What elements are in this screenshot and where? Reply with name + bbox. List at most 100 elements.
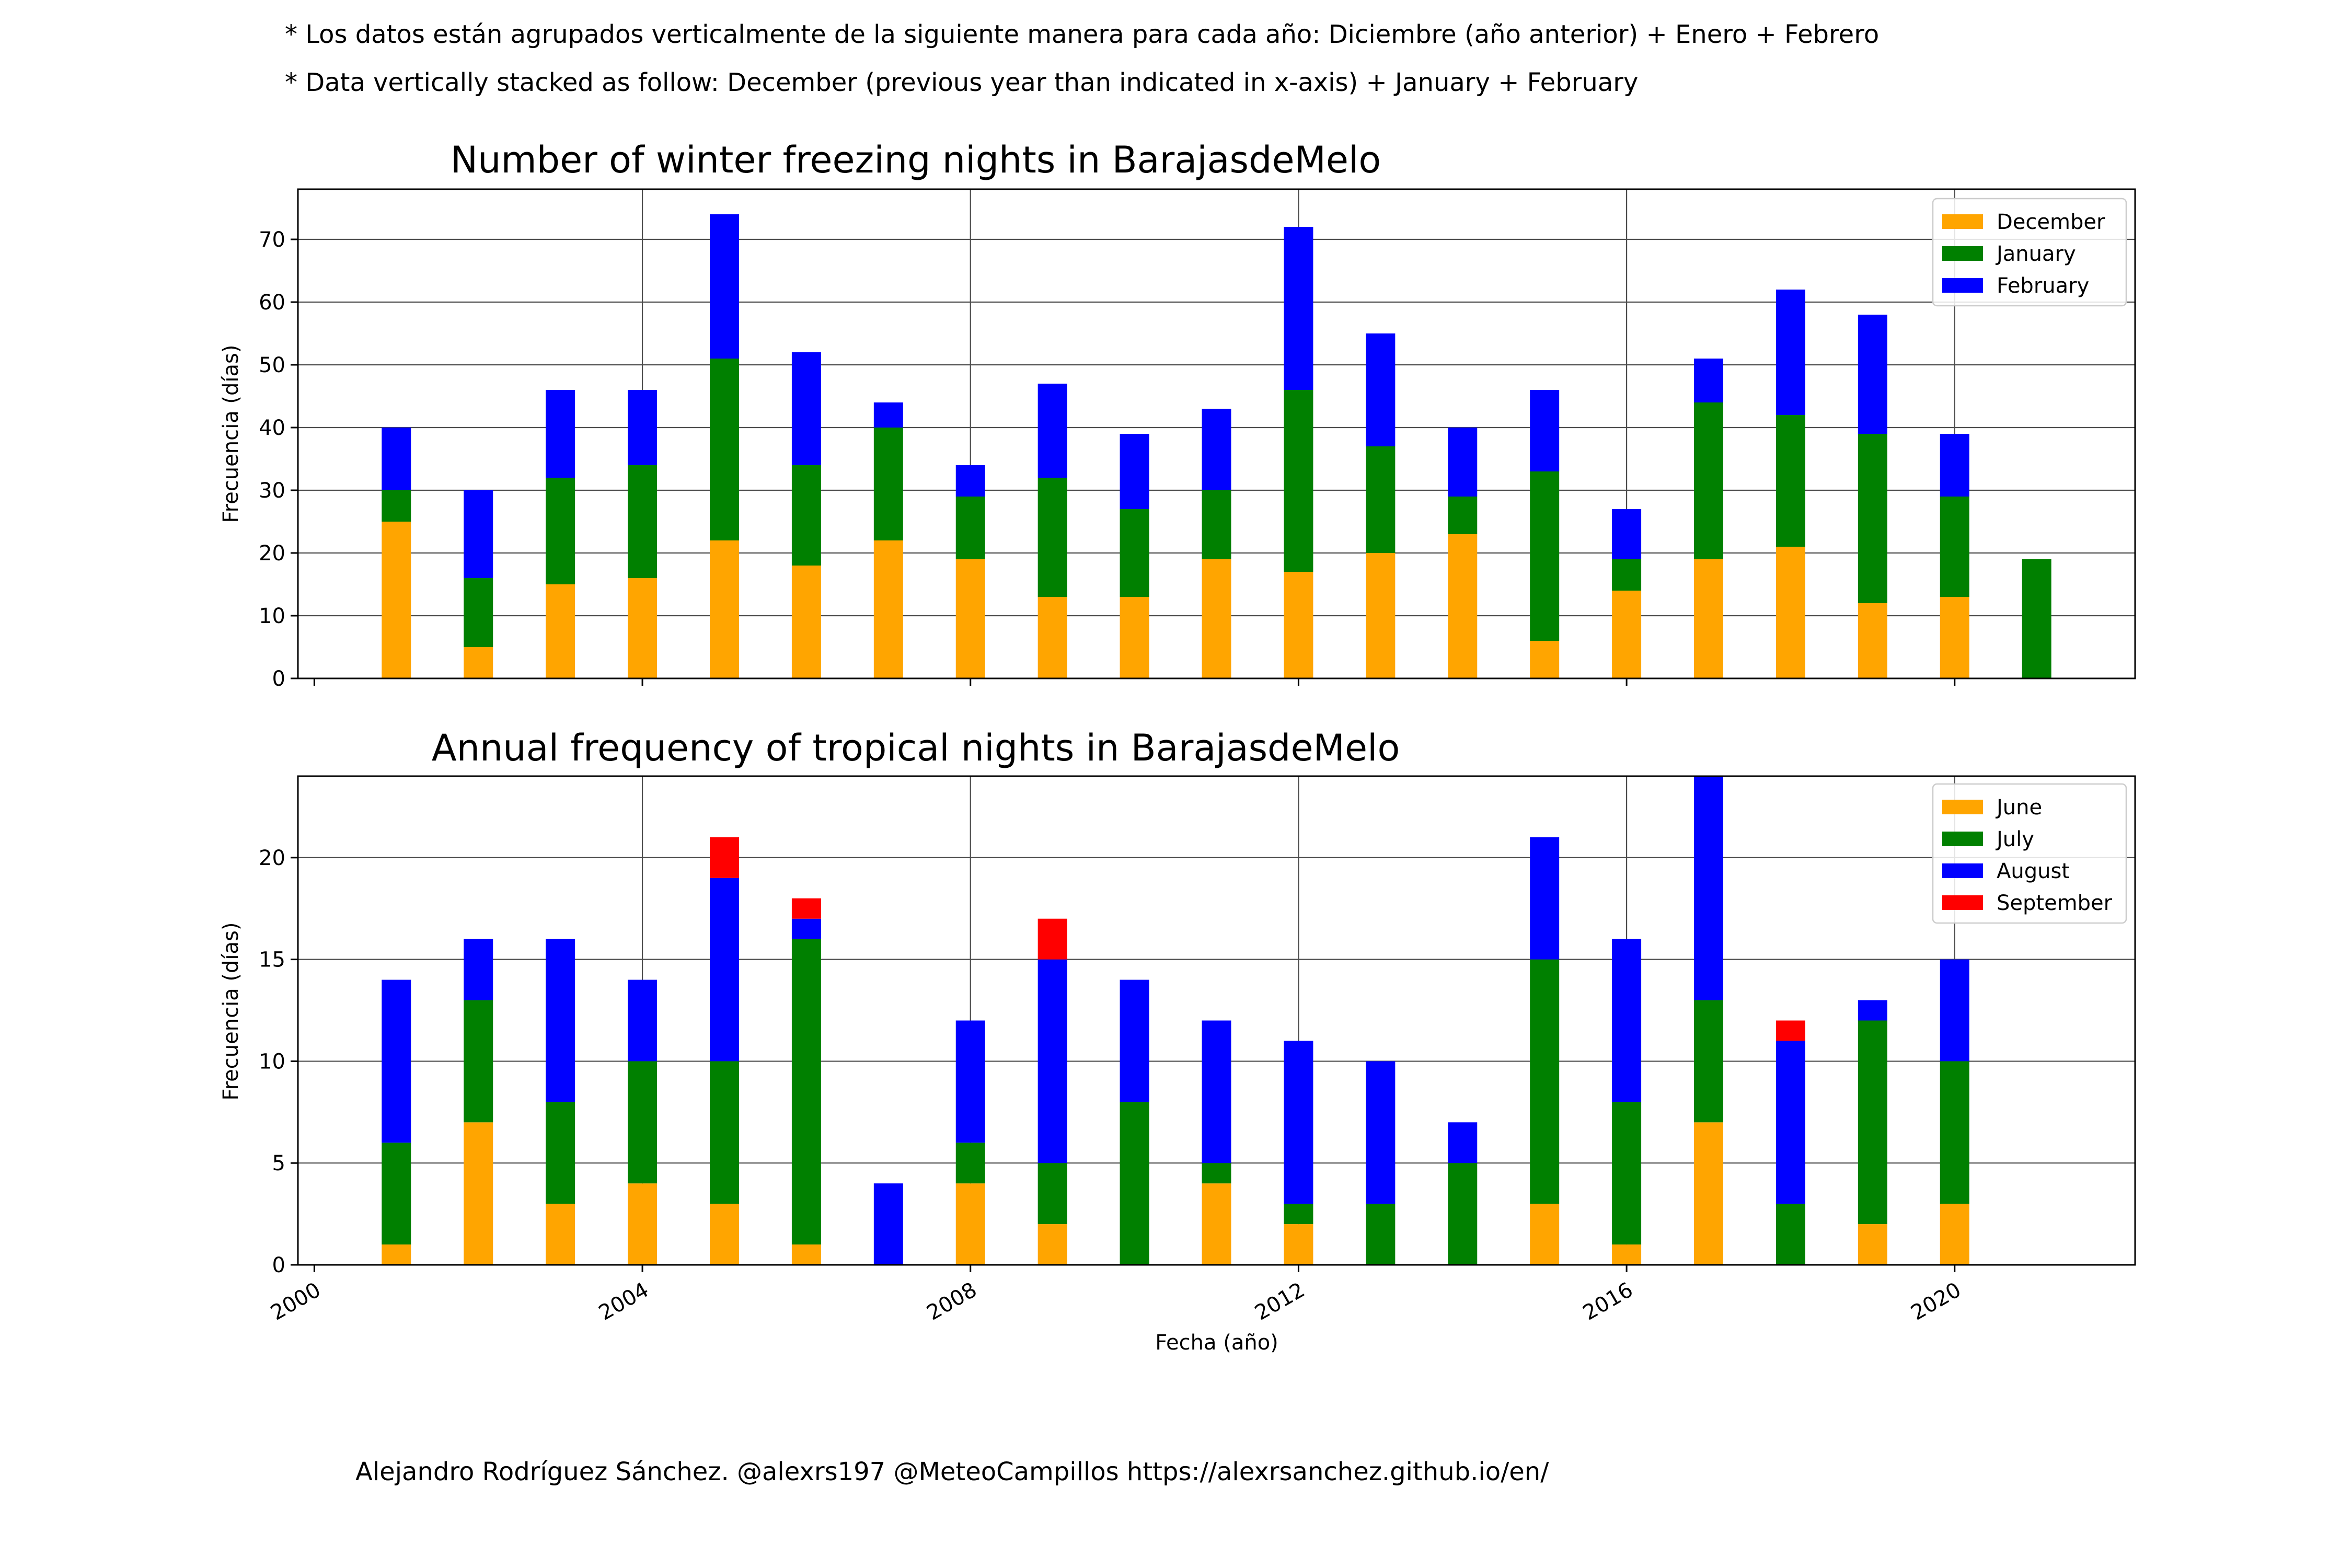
freezing-bar-december-2013 — [1366, 553, 1396, 678]
freezing-bar-december-2014 — [1448, 534, 1478, 678]
tropical-bar-august-2018 — [1775, 1041, 1805, 1204]
freezing-bar-january-2015 — [1530, 471, 1560, 641]
freezing-bar-february-2017 — [1694, 359, 1724, 402]
freezing-bar-january-2010 — [1120, 509, 1149, 597]
note-english: * Data vertically stacked as follow: Dec… — [285, 68, 1639, 97]
tropical-ytick-label: 5 — [272, 1151, 285, 1175]
tropical-bar-september-2005 — [709, 837, 739, 878]
freezing-bar-february-2020 — [1940, 434, 1969, 497]
freezing-bar-january-2017 — [1694, 402, 1724, 559]
xtick-label: 2008 — [923, 1278, 981, 1325]
tropical-bar-july-2005 — [709, 1061, 739, 1204]
freezing-bar-january-2009 — [1037, 478, 1067, 597]
tropical-bar-august-2013 — [1366, 1061, 1396, 1204]
freezing-bar-february-2011 — [1202, 409, 1231, 490]
xtick-label: 2012 — [1251, 1278, 1309, 1325]
freezing-bar-february-2005 — [709, 214, 739, 359]
tropical-bar-august-2014 — [1448, 1122, 1478, 1163]
freezing-bar-january-2014 — [1448, 497, 1478, 534]
tropical-bar-july-2015 — [1530, 959, 1560, 1204]
freezing-bar-february-2014 — [1448, 428, 1478, 497]
tropical-bar-august-2020 — [1940, 959, 1969, 1062]
legend-label-february: February — [1997, 274, 2089, 298]
tropical-bar-july-2017 — [1694, 1000, 1724, 1123]
legend-swatch-july — [1942, 832, 1983, 846]
tropical-legend: June July August September — [1932, 783, 2127, 924]
legend-label-september: September — [1997, 891, 2113, 915]
freezing-bar-january-2021 — [2022, 559, 2051, 678]
tropical-chart-title: Annual frequency of tropical nights in B… — [432, 727, 1400, 769]
freezing-bar-february-2004 — [628, 390, 658, 465]
freezing-ytick-label: 10 — [259, 604, 285, 628]
freezing-axes-frame — [297, 188, 2136, 679]
tropical-legend-box — [1932, 783, 2127, 924]
freezing-ytick-label: 30 — [259, 479, 285, 503]
tropical-nights-panel: Annual frequency of tropical nights in B… — [219, 727, 2136, 1325]
tropical-bar-july-2011 — [1202, 1163, 1231, 1184]
legend-label-july: July — [1995, 827, 2034, 851]
tropical-bar-august-2016 — [1612, 939, 1642, 1102]
tropical-bar-july-2018 — [1775, 1204, 1805, 1265]
freezing-bar-december-2016 — [1612, 591, 1642, 678]
freezing-bar-february-2018 — [1775, 290, 1805, 415]
freezing-bar-january-2003 — [546, 478, 575, 584]
freezing-bar-december-2020 — [1940, 597, 1969, 678]
freezing-bar-january-2005 — [709, 359, 739, 540]
legend-swatch-august — [1942, 863, 1983, 878]
tropical-bar-august-2002 — [464, 939, 493, 1000]
tropical-bar-june-2020 — [1940, 1204, 1969, 1265]
freezing-bar-december-2004 — [628, 578, 658, 678]
tropical-bar-august-2017 — [1694, 776, 1724, 1000]
freezing-ytick-label: 60 — [259, 291, 285, 315]
freezing-bar-january-2001 — [382, 490, 411, 522]
freezing-bar-january-2004 — [628, 465, 658, 578]
freezing-bar-january-2007 — [873, 428, 903, 540]
tropical-bar-june-2015 — [1530, 1204, 1560, 1265]
legend-swatch-january — [1942, 246, 1983, 261]
tropical-bar-june-2019 — [1858, 1224, 1887, 1265]
tropical-bars — [382, 776, 1969, 1265]
xtick-label: 2020 — [1907, 1278, 1965, 1325]
tropical-bar-august-2015 — [1530, 837, 1560, 960]
tropical-bar-june-2005 — [709, 1204, 739, 1265]
freezing-bar-february-2003 — [546, 390, 575, 478]
tropical-bar-june-2012 — [1284, 1224, 1313, 1265]
tropical-bar-august-2003 — [546, 939, 575, 1102]
tropical-bar-june-2008 — [955, 1183, 985, 1265]
tropical-bar-august-2009 — [1037, 959, 1067, 1163]
freezing-bar-january-2002 — [464, 578, 493, 647]
freezing-bar-december-2012 — [1284, 572, 1313, 678]
tropical-bar-august-2019 — [1858, 1000, 1887, 1021]
tropical-bar-july-2006 — [791, 939, 821, 1245]
tropical-ytick-label: 10 — [259, 1050, 285, 1074]
tropical-bar-june-2002 — [464, 1122, 493, 1265]
legend-swatch-june — [1942, 800, 1983, 814]
freezing-bar-december-2001 — [382, 522, 411, 678]
tropical-bar-june-2016 — [1612, 1244, 1642, 1265]
tropical-bar-june-2004 — [628, 1183, 658, 1265]
xtick-label: 2004 — [595, 1278, 653, 1325]
freezing-bar-january-2016 — [1612, 559, 1642, 591]
legend-swatch-september — [1942, 895, 1983, 910]
tropical-bar-july-2009 — [1037, 1163, 1067, 1225]
tropical-y-axis-label: Frecuencia (días) — [219, 923, 243, 1101]
tropical-bar-august-2011 — [1202, 1020, 1231, 1163]
freezing-ytick-label: 70 — [259, 228, 285, 252]
freezing-bar-february-2013 — [1366, 333, 1396, 446]
freezing-bar-february-2010 — [1120, 434, 1149, 509]
freezing-bar-january-2006 — [791, 465, 821, 566]
tropical-bar-august-2001 — [382, 979, 411, 1143]
freezing-bar-december-2003 — [546, 584, 575, 678]
freezing-bar-december-2011 — [1202, 559, 1231, 678]
tropical-bar-july-2008 — [955, 1143, 985, 1184]
tropical-bar-july-2020 — [1940, 1061, 1969, 1204]
xtick-label: 2016 — [1579, 1278, 1637, 1325]
freezing-bar-december-2007 — [873, 540, 903, 678]
tropical-bar-september-2006 — [791, 898, 821, 919]
freezing-bar-january-2020 — [1940, 497, 1969, 597]
tropical-bar-july-2019 — [1858, 1020, 1887, 1225]
tropical-bar-july-2014 — [1448, 1163, 1478, 1265]
tropical-bar-september-2009 — [1037, 918, 1067, 960]
freezing-bar-december-2017 — [1694, 559, 1724, 678]
tropical-bar-july-2002 — [464, 1000, 493, 1123]
